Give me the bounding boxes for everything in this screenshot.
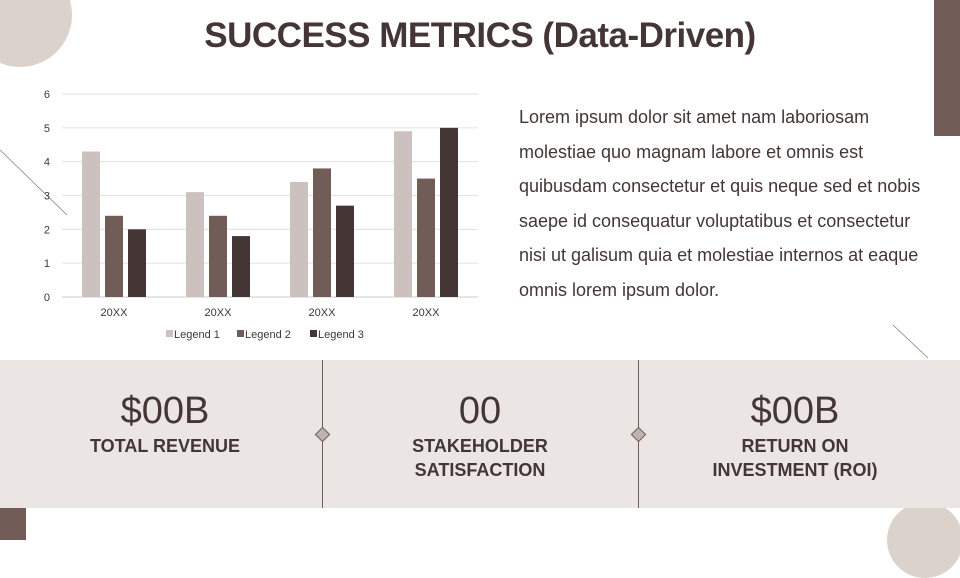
bar-legend-2 — [105, 215, 123, 297]
x-tick-label: 20XX — [101, 307, 129, 319]
legend-label: Legend 3 — [318, 329, 364, 341]
x-tick-label: 20XX — [309, 307, 337, 319]
metric-total-revenue: $00B TOTAL REVENUE — [15, 390, 315, 458]
metric-roi: $00B RETURN ON INVESTMENT (ROI) — [645, 390, 945, 482]
bar-legend-3 — [232, 236, 250, 297]
body-text: Lorem ipsum dolor sit amet nam laboriosa… — [519, 107, 921, 300]
legend-swatch — [237, 330, 244, 337]
metric-label: RETURN ON INVESTMENT (ROI) — [712, 436, 878, 480]
metric-label: STAKEHOLDER SATISFACTION — [412, 436, 548, 480]
legend-label: Legend 1 — [174, 329, 220, 341]
page-title: SUCCESS METRICS (Data-Driven) — [204, 16, 756, 55]
x-tick-label: 20XX — [413, 307, 441, 319]
y-tick-label: 0 — [44, 292, 50, 304]
metric-label: TOTAL REVENUE — [89, 436, 241, 456]
legend-swatch — [166, 330, 173, 337]
metrics-band — [0, 360, 960, 508]
bar-legend-2 — [313, 168, 331, 297]
bar-legend-3 — [128, 229, 146, 297]
metric-value: 00 — [458, 390, 502, 432]
bar-chart: 0 1 2 3 4 5 6 20XX 20XX 20XX 20XX Legend 1 Legend 2 L… — [44, 89, 478, 341]
legend-label: Legend 2 — [245, 329, 291, 341]
bar-legend-2 — [209, 215, 227, 297]
y-tick-label: 3 — [44, 191, 50, 203]
y-tick-label: 5 — [44, 123, 50, 135]
x-tick-label: 20XX — [205, 307, 233, 319]
decor-bar-bottom-left — [0, 508, 26, 540]
y-tick-label: 2 — [44, 224, 50, 236]
bar-legend-1 — [290, 181, 308, 297]
decor-lines — [0, 149, 929, 359]
bar-legend-2 — [417, 178, 435, 297]
bar-legend-3 — [440, 127, 458, 297]
bar-legend-1 — [394, 131, 412, 297]
y-tick-label: 6 — [44, 89, 50, 101]
bar-legend-1 — [186, 192, 204, 297]
metric-stakeholder-satisfaction: 00 STAKEHOLDER SATISFACTION — [330, 390, 630, 482]
metric-value: $00B — [750, 390, 840, 432]
metric-value: $00B — [120, 390, 210, 432]
decor-bar-top-right — [934, 0, 960, 136]
bar-legend-1 — [82, 151, 100, 297]
y-tick-label: 4 — [44, 157, 50, 169]
y-tick-label: 1 — [44, 258, 50, 270]
bar-legend-3 — [336, 205, 354, 297]
legend-swatch — [310, 330, 317, 337]
